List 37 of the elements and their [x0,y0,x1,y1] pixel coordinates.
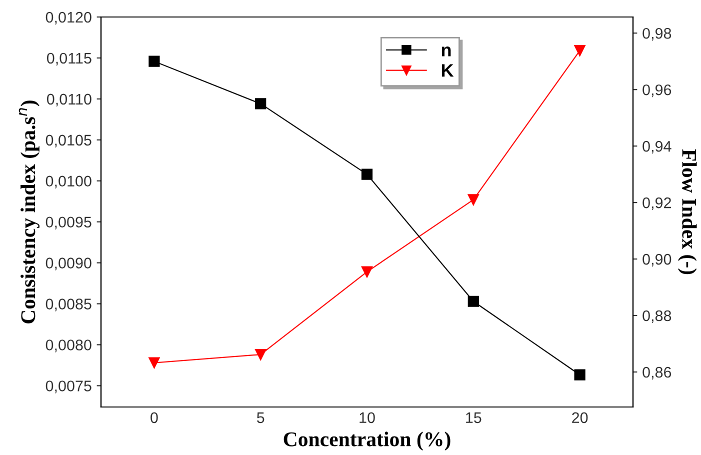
x-tick-label: 5 [256,412,264,424]
y-tick-label: 0,0120 [46,12,92,24]
y-tick-label: 0,0100 [46,176,92,188]
point [468,194,479,206]
y2-tick-label: 0,90 [642,254,672,267]
y-tick-label: 0,0080 [46,340,92,352]
y-tick-label: 0,0110 [46,94,92,106]
y-tick-label: 0,0085 [46,298,92,312]
point [361,266,373,278]
y2-tick-label: 0,98 [642,28,672,41]
x-axis-title: Concentration (%) [284,432,450,451]
point [148,357,160,368]
y-tick-label: 0,0105 [46,134,92,148]
y-tick-label: 0,0075 [46,380,92,394]
point [148,56,160,67]
legend-label: n [442,46,451,56]
point [255,98,266,110]
legend-label: K [442,64,454,77]
y-tick-label: 0,0090 [46,258,92,270]
x-tick-label: 0 [150,412,158,424]
x-tick-label: 20 [572,412,588,424]
x-tick-label: 15 [466,412,482,424]
point [468,296,479,307]
y2-tick-label: 0,92 [642,197,671,210]
y2-tick-label: 0,88 [642,310,672,323]
point [574,369,586,380]
point [361,168,373,180]
point [574,45,586,56]
y2-tick-label: 0,94 [642,140,672,154]
y2-tick-label: 0,86 [642,366,672,380]
y-axis-title: Consistency index (pa.s$^{n}$) [18,100,40,324]
y-tick-label: 0,0115 [46,52,92,66]
x-tick-label: 10 [360,412,375,424]
y-tick-label: 0,0095 [46,216,92,230]
y2-axis-title: Flow Index (-) [678,149,697,274]
point [255,349,266,360]
y2-tick-label: 0,96 [642,84,672,98]
